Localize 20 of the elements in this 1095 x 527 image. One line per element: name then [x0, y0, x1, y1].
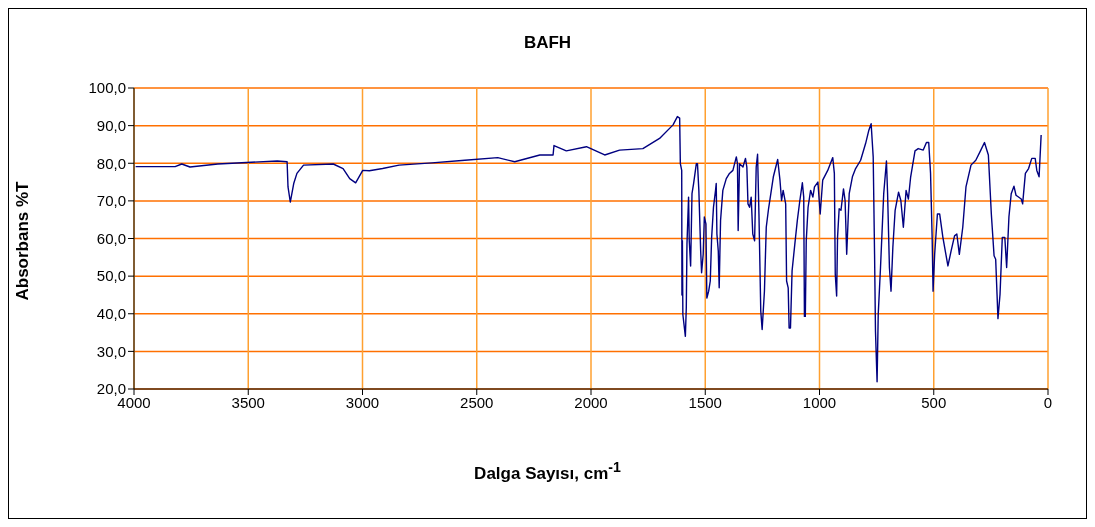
- x-tick-label: 500: [921, 393, 947, 411]
- y-tick-label: 100,0: [88, 79, 126, 97]
- line-series: [134, 115, 1042, 383]
- y-tick-label: 50,0: [96, 267, 126, 285]
- y-tick-label: 80,0: [96, 154, 126, 172]
- x-tick-label: 2000: [574, 393, 608, 411]
- x-tick-label: 0: [1043, 393, 1053, 411]
- x-tick-label: 1500: [688, 393, 722, 411]
- y-tick-label: 40,0: [96, 305, 126, 323]
- y-tick-label: 70,0: [96, 192, 126, 210]
- y-tick-label: 60,0: [96, 229, 126, 247]
- x-tick-label: 1000: [802, 393, 837, 411]
- chart-title: BAFH: [522, 33, 573, 53]
- y-tick-label: 90,0: [96, 116, 126, 134]
- x-tick-label: 3500: [231, 393, 265, 411]
- y-axis-title: Absorbans %T: [13, 181, 33, 301]
- x-tick-label: 3000: [345, 393, 380, 411]
- y-tick-label: 30,0: [96, 342, 126, 360]
- x-tick-label: 2500: [460, 393, 494, 411]
- x-axis-title: Dalga Sayısı, cm$^{-1}$: [473, 459, 622, 484]
